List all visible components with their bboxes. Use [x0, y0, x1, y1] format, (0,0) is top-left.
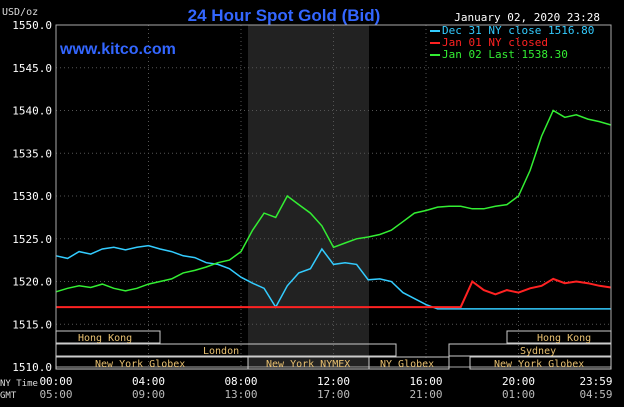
y-tick-label: 1530.0	[12, 190, 52, 203]
y-tick-label: 1520.0	[12, 276, 52, 289]
unit-label: USD/oz	[2, 7, 38, 18]
session-sydney: Sydney	[520, 346, 556, 357]
y-tick-label: 1525.0	[12, 233, 52, 246]
x-tick-label-ny: 04:00	[132, 375, 165, 388]
series-layer	[55, 109, 612, 310]
session-box-sydney	[448, 343, 612, 357]
x-tick-label-gmt: 13:00	[224, 388, 257, 401]
x-tick-label-gmt: 17:00	[317, 388, 350, 401]
x-tick-label-gmt: 01:00	[502, 388, 535, 401]
y-tick-label: 1540.0	[12, 105, 52, 118]
y-tick-label: 1545.0	[12, 62, 52, 75]
session-box-hong-kong-1	[55, 330, 161, 344]
plot-border	[55, 24, 612, 368]
x-tick-label-gmt: 05:00	[39, 388, 72, 401]
y-axis-ticks: 1550.0 1545.0 1540.0 1535.0 1530.0 1525.0 1520…	[12, 19, 52, 374]
x-row-label-ny: NY Time	[0, 379, 38, 389]
y-tick-label: 1550.0	[12, 19, 52, 32]
session-hong-kong-1: Hong Kong	[78, 333, 132, 344]
session-hong-kong-2: Hong Kong	[537, 333, 591, 344]
x-tick-label-ny: 12:00	[317, 375, 350, 388]
series-line-2	[55, 109, 612, 293]
x-tick-label-gmt: 21:00	[409, 388, 442, 401]
legend-label: Dec 31 NY close 1516.80	[442, 24, 594, 37]
legend-label: Jan 01 NY closed	[442, 36, 548, 49]
chart-title: 24 Hour Spot Gold (Bid)	[188, 6, 381, 25]
y-tick-label: 1535.0	[12, 147, 52, 160]
session-box-london	[55, 343, 397, 357]
market-sessions: Hong Kong London New York Globex New Yor…	[55, 330, 612, 370]
x-tick-label-ny: 20:00	[502, 375, 535, 388]
x-tick-label-gmt: 09:00	[132, 388, 165, 401]
session-box-ny-globex-2	[368, 356, 450, 370]
session-ny-globex-1: New York Globex	[95, 359, 185, 370]
x-tick-label-ny: 23:59	[579, 375, 612, 388]
x-tick-label-ny: 08:00	[224, 375, 257, 388]
legend-label: Jan 02 Last 1538.30	[442, 48, 568, 61]
timestamp: January 02, 2020 23:28	[454, 11, 600, 24]
session-ny-globex-3: New York Globex	[494, 359, 584, 370]
session-box-ny-globex-3	[469, 356, 612, 370]
x-row-label-gmt: GMT	[0, 391, 17, 401]
session-ny-nymex: New York NYMEX	[266, 359, 350, 370]
y-tick-label: 1510.0	[12, 361, 52, 374]
x-axis-ticks: 00:00 04:00 08:00 12:00 16:00 20:00 23:59 05:00…	[39, 375, 612, 401]
x-tick-label-ny: 00:00	[39, 375, 72, 388]
session-box-hong-kong-2	[506, 330, 612, 344]
session-london: London	[203, 346, 239, 357]
y-tick-label: 1515.0	[12, 318, 52, 331]
session-ny-globex-2: NY Globex	[380, 359, 434, 370]
x-tick-label-gmt: 04:59	[579, 388, 612, 401]
series-line-1	[56, 277, 612, 309]
series-line-0	[55, 244, 611, 310]
x-tick-label-ny: 16:00	[409, 375, 442, 388]
watermark: www.kitco.com	[59, 41, 176, 58]
